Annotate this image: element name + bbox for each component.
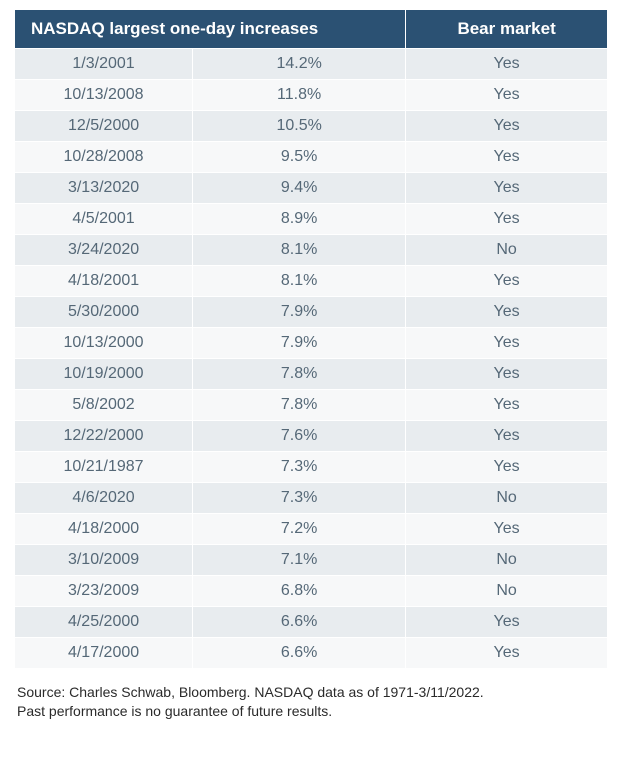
cell-bear-market: Yes	[406, 452, 607, 483]
table-row: 3/23/20096.8%No	[15, 576, 607, 607]
cell-date: 3/23/2009	[15, 576, 193, 607]
source-line-2: Past performance is no guarantee of futu…	[17, 702, 605, 721]
cell-date: 4/5/2001	[15, 204, 193, 235]
cell-percent: 7.3%	[193, 483, 406, 514]
cell-percent: 7.9%	[193, 328, 406, 359]
cell-bear-market: Yes	[406, 173, 607, 204]
table-row: 4/5/20018.9%Yes	[15, 204, 607, 235]
table-row: 10/19/20007.8%Yes	[15, 359, 607, 390]
cell-bear-market: No	[406, 576, 607, 607]
cell-percent: 7.8%	[193, 359, 406, 390]
cell-bear-market: Yes	[406, 359, 607, 390]
cell-bear-market: No	[406, 235, 607, 266]
cell-percent: 7.8%	[193, 390, 406, 421]
cell-percent: 8.1%	[193, 266, 406, 297]
table-row: 4/18/20007.2%Yes	[15, 514, 607, 545]
cell-bear-market: Yes	[406, 390, 607, 421]
cell-date: 4/6/2020	[15, 483, 193, 514]
cell-bear-market: Yes	[406, 421, 607, 452]
cell-date: 10/13/2008	[15, 80, 193, 111]
cell-date: 3/24/2020	[15, 235, 193, 266]
cell-date: 3/10/2009	[15, 545, 193, 576]
table-row: 4/17/20006.6%Yes	[15, 638, 607, 669]
cell-date: 5/8/2002	[15, 390, 193, 421]
cell-date: 10/28/2008	[15, 142, 193, 173]
table-row: 12/22/20007.6%Yes	[15, 421, 607, 452]
cell-percent: 7.1%	[193, 545, 406, 576]
cell-date: 4/18/2001	[15, 266, 193, 297]
cell-percent: 6.6%	[193, 638, 406, 669]
cell-date: 3/13/2020	[15, 173, 193, 204]
cell-percent: 6.8%	[193, 576, 406, 607]
nasdaq-increases-table-wrapper: NASDAQ largest one-day increases Bear ma…	[15, 10, 607, 669]
cell-percent: 8.9%	[193, 204, 406, 235]
table-row: 3/10/20097.1%No	[15, 545, 607, 576]
cell-bear-market: Yes	[406, 514, 607, 545]
cell-percent: 7.9%	[193, 297, 406, 328]
table-row: 5/30/20007.9%Yes	[15, 297, 607, 328]
cell-bear-market: Yes	[406, 49, 607, 80]
cell-bear-market: Yes	[406, 607, 607, 638]
cell-percent: 9.5%	[193, 142, 406, 173]
cell-percent: 8.1%	[193, 235, 406, 266]
cell-date: 5/30/2000	[15, 297, 193, 328]
cell-percent: 7.3%	[193, 452, 406, 483]
cell-bear-market: Yes	[406, 111, 607, 142]
cell-percent: 7.2%	[193, 514, 406, 545]
cell-percent: 10.5%	[193, 111, 406, 142]
cell-date: 10/13/2000	[15, 328, 193, 359]
table-row: 10/28/20089.5%Yes	[15, 142, 607, 173]
source-note: Source: Charles Schwab, Bloomberg. NASDA…	[15, 683, 607, 721]
cell-date: 1/3/2001	[15, 49, 193, 80]
cell-bear-market: No	[406, 545, 607, 576]
cell-date: 10/19/2000	[15, 359, 193, 390]
table-row: 12/5/200010.5%Yes	[15, 111, 607, 142]
table-row: 3/24/20208.1%No	[15, 235, 607, 266]
cell-bear-market: Yes	[406, 204, 607, 235]
cell-date: 4/17/2000	[15, 638, 193, 669]
cell-bear-market: Yes	[406, 80, 607, 111]
header-bear-market: Bear market	[406, 10, 607, 49]
cell-percent: 6.6%	[193, 607, 406, 638]
table-body: 1/3/200114.2%Yes10/13/200811.8%Yes12/5/2…	[15, 49, 607, 669]
cell-date: 4/25/2000	[15, 607, 193, 638]
cell-bear-market: No	[406, 483, 607, 514]
table-row: 5/8/20027.8%Yes	[15, 390, 607, 421]
cell-date: 10/21/1987	[15, 452, 193, 483]
table-row: 1/3/200114.2%Yes	[15, 49, 607, 80]
cell-percent: 7.6%	[193, 421, 406, 452]
cell-date: 4/18/2000	[15, 514, 193, 545]
source-line-1: Source: Charles Schwab, Bloomberg. NASDA…	[17, 683, 605, 702]
cell-date: 12/22/2000	[15, 421, 193, 452]
cell-bear-market: Yes	[406, 328, 607, 359]
nasdaq-increases-table: NASDAQ largest one-day increases Bear ma…	[15, 10, 607, 669]
table-row: 4/18/20018.1%Yes	[15, 266, 607, 297]
cell-bear-market: Yes	[406, 297, 607, 328]
table-row: 10/13/200811.8%Yes	[15, 80, 607, 111]
cell-bear-market: Yes	[406, 142, 607, 173]
cell-percent: 9.4%	[193, 173, 406, 204]
cell-bear-market: Yes	[406, 266, 607, 297]
cell-bear-market: Yes	[406, 638, 607, 669]
table-row: 4/6/20207.3%No	[15, 483, 607, 514]
table-row: 4/25/20006.6%Yes	[15, 607, 607, 638]
table-row: 10/13/20007.9%Yes	[15, 328, 607, 359]
table-row: 10/21/19877.3%Yes	[15, 452, 607, 483]
header-nasdaq: NASDAQ largest one-day increases	[15, 10, 406, 49]
cell-percent: 14.2%	[193, 49, 406, 80]
cell-date: 12/5/2000	[15, 111, 193, 142]
cell-percent: 11.8%	[193, 80, 406, 111]
table-row: 3/13/20209.4%Yes	[15, 173, 607, 204]
table-header-row: NASDAQ largest one-day increases Bear ma…	[15, 10, 607, 49]
